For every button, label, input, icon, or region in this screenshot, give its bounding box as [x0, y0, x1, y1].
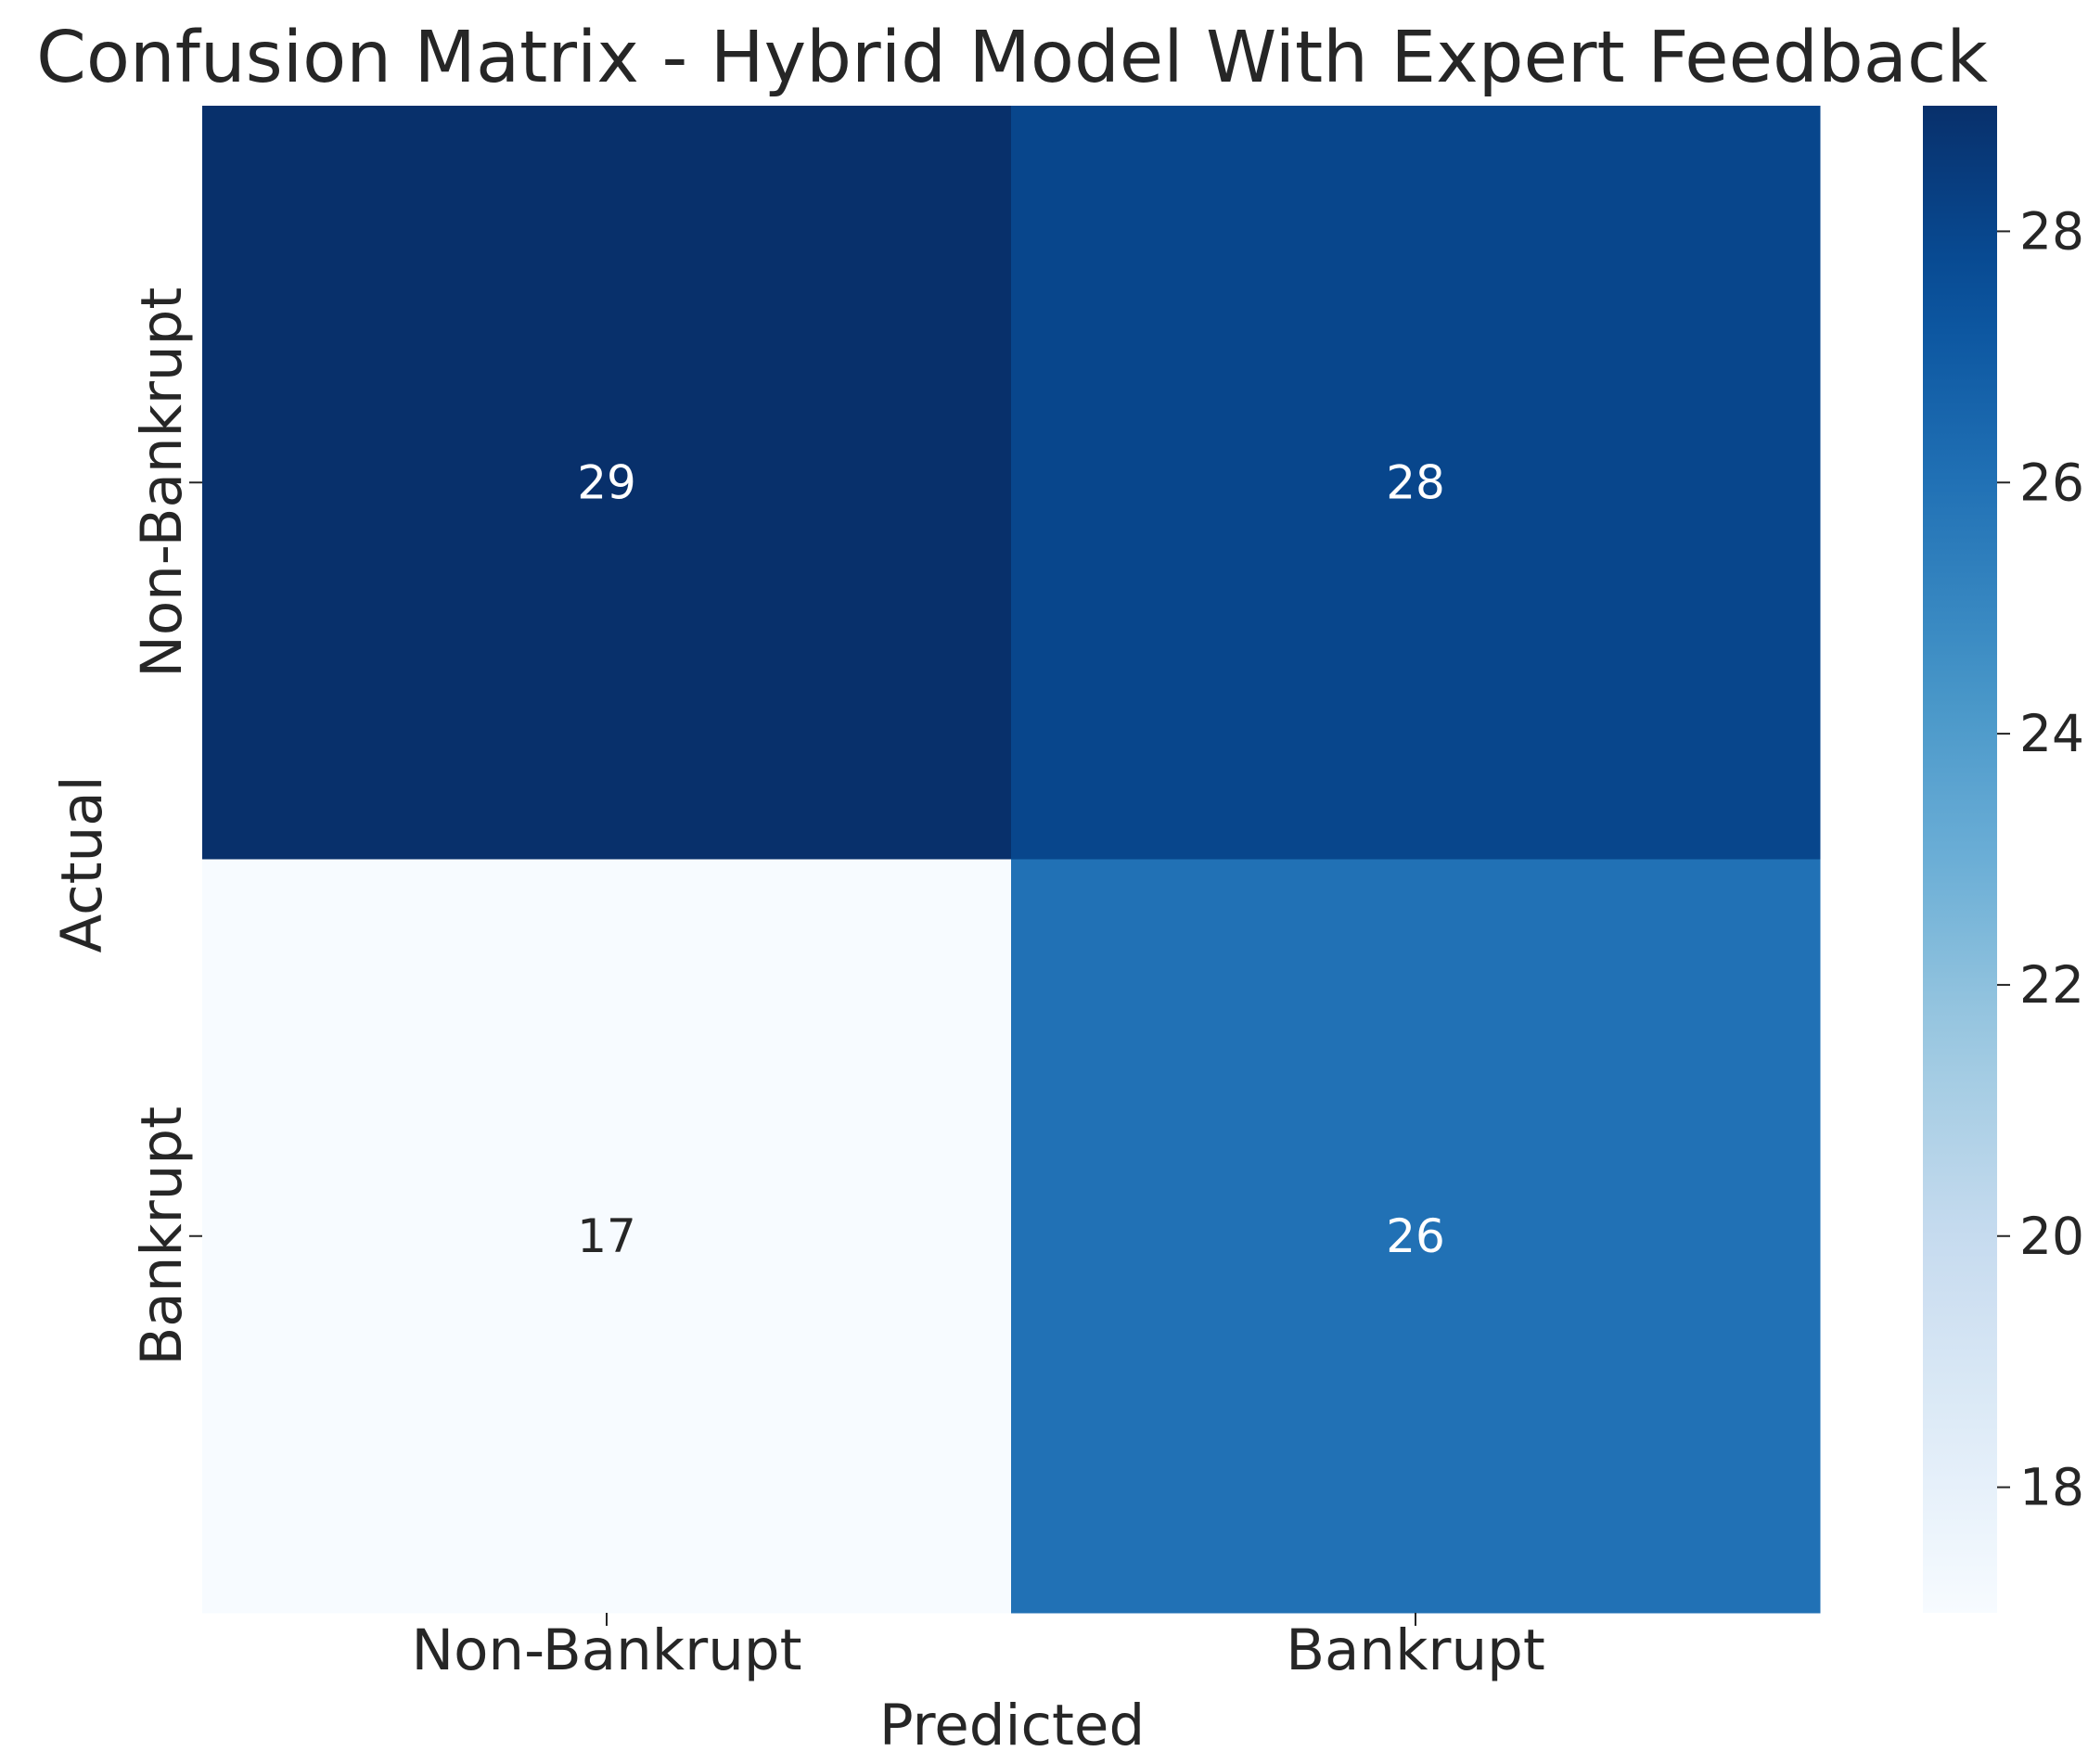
- colorbar-tick-label: 28: [2019, 201, 2084, 261]
- colorbar-tick-label: 24: [2019, 704, 2084, 763]
- x-axis-label: Predicted: [879, 1693, 1145, 1758]
- x-tick-label: Bankrupt: [1286, 1617, 1545, 1683]
- colorbar-tick-label: 20: [2019, 1207, 2084, 1266]
- colorbar: [1923, 106, 1997, 1613]
- colorbar-tick-label: 26: [2019, 453, 2084, 512]
- heatmap-cell: [1011, 859, 1821, 1614]
- heatmap-cells: [202, 106, 1821, 1614]
- cell-value-label: 29: [577, 455, 636, 509]
- y-tick-label: Non-Bankrupt: [129, 288, 195, 678]
- heatmap-cell-labels: 29 28 17 26: [577, 455, 1445, 1263]
- heatmap-cell: [202, 859, 1012, 1614]
- colorbar-ticks: 18 20 22 24 26 28: [1997, 201, 2084, 1517]
- y-axis-ticks: Non-Bankrupt Bankrupt: [129, 288, 202, 1366]
- colorbar-tick-label: 18: [2019, 1458, 2084, 1517]
- cell-value-label: 26: [1386, 1209, 1445, 1263]
- chart-title: Confusion Matrix - Hybrid Model With Exp…: [36, 17, 1988, 99]
- cell-value-label: 28: [1386, 455, 1445, 509]
- y-tick-label: Bankrupt: [129, 1106, 195, 1366]
- cell-value-label: 17: [577, 1209, 636, 1263]
- heatmap-cell: [202, 106, 1012, 860]
- x-axis-ticks: Non-Bankrupt Bankrupt: [411, 1613, 1545, 1683]
- colorbar-tick-label: 22: [2019, 955, 2084, 1015]
- x-tick-label: Non-Bankrupt: [411, 1617, 801, 1683]
- heatmap-cell: [1011, 106, 1821, 860]
- y-axis-label: Actual: [49, 775, 115, 952]
